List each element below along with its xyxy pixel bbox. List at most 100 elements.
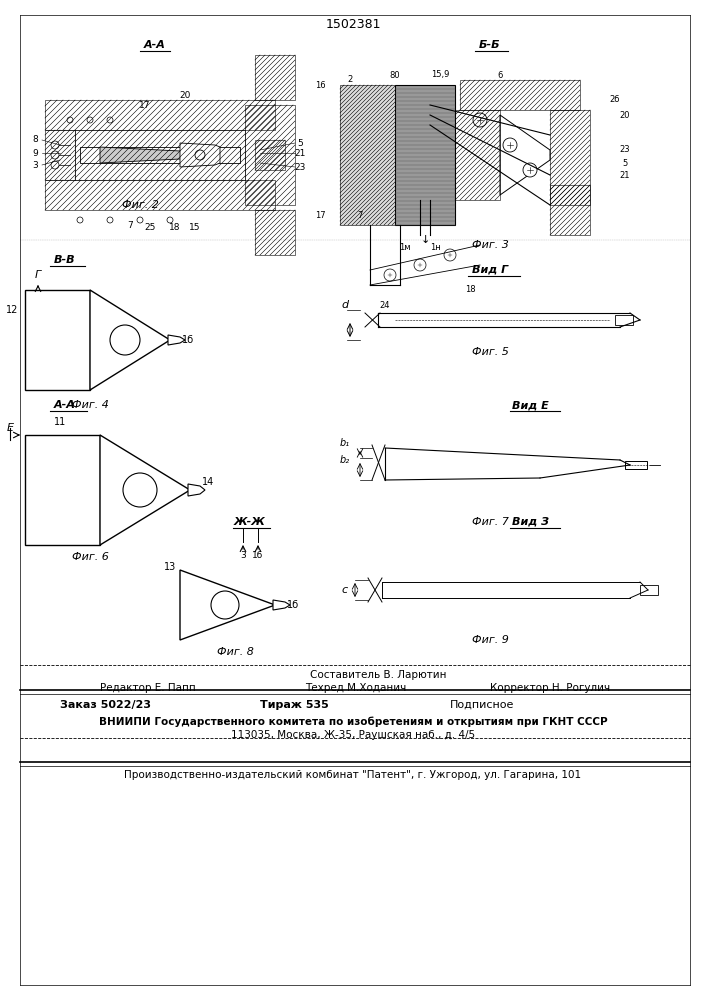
Text: Вид Г: Вид Г <box>472 265 508 275</box>
Text: b₁: b₁ <box>340 438 350 448</box>
Bar <box>255 210 295 255</box>
Bar <box>255 140 285 170</box>
Text: 113035, Москва, Ж-35, Раушская наб., д. 4/5: 113035, Москва, Ж-35, Раушская наб., д. … <box>231 730 475 740</box>
Text: Корректор Н. Рогулич: Корректор Н. Рогулич <box>490 683 610 693</box>
Text: 1н: 1н <box>430 242 440 251</box>
Polygon shape <box>168 335 185 345</box>
Text: 3: 3 <box>32 160 38 169</box>
Bar <box>455 110 500 200</box>
Text: Заказ 5022/23: Заказ 5022/23 <box>60 700 151 710</box>
Text: ВНИИПИ Государственного комитета по изобретениям и открытиям при ГКНТ СССР: ВНИИПИ Государственного комитета по изоб… <box>99 717 607 727</box>
Text: 1м: 1м <box>399 242 411 251</box>
Text: А-А: А-А <box>54 400 76 410</box>
Polygon shape <box>180 570 275 640</box>
Circle shape <box>414 259 426 271</box>
Circle shape <box>123 473 157 507</box>
Text: Техред М.Ходанич: Техред М.Ходанич <box>305 683 407 693</box>
Text: 17: 17 <box>315 211 325 220</box>
Circle shape <box>473 113 487 127</box>
Text: 2: 2 <box>347 76 353 85</box>
Circle shape <box>51 161 59 169</box>
Text: Б-Б: Б-Б <box>479 40 501 50</box>
Circle shape <box>110 325 140 355</box>
Circle shape <box>51 141 59 149</box>
Polygon shape <box>100 147 190 163</box>
Text: 3: 3 <box>240 550 246 560</box>
Text: 5: 5 <box>297 138 303 147</box>
Circle shape <box>523 163 537 177</box>
Text: Фиг. 5: Фиг. 5 <box>472 347 508 357</box>
Text: Г: Г <box>35 270 41 280</box>
Text: 15,9: 15,9 <box>431 70 449 80</box>
Text: В-В: В-В <box>54 255 76 265</box>
Text: Фиг. 2: Фиг. 2 <box>122 200 158 210</box>
Text: 1б: 1б <box>182 335 194 345</box>
Text: 14: 14 <box>202 477 214 487</box>
Text: 20: 20 <box>180 91 191 100</box>
Text: 1б: 1б <box>287 600 299 610</box>
Text: 11: 11 <box>54 417 66 427</box>
Polygon shape <box>188 484 205 496</box>
Text: Фиг. 6: Фиг. 6 <box>71 552 108 562</box>
Text: 7: 7 <box>357 211 363 220</box>
Circle shape <box>503 138 517 152</box>
Text: Подписное: Подписное <box>450 700 515 710</box>
Text: 17: 17 <box>139 101 151 109</box>
Text: 80: 80 <box>390 70 400 80</box>
Text: А-А: А-А <box>144 40 166 50</box>
Text: Вид З: Вид З <box>511 517 549 527</box>
Text: 2б: 2б <box>609 96 620 104</box>
Text: 12: 12 <box>6 305 18 315</box>
Text: 6: 6 <box>497 70 503 80</box>
Text: Составитель В. Ларютин: Составитель В. Ларютин <box>310 670 447 680</box>
Bar <box>45 180 275 210</box>
Bar <box>45 100 275 130</box>
Text: b₂: b₂ <box>340 455 350 465</box>
Circle shape <box>107 217 113 223</box>
Bar <box>340 85 395 225</box>
Text: 21: 21 <box>620 170 630 180</box>
Text: 7: 7 <box>127 221 133 230</box>
Bar <box>395 85 455 225</box>
Bar <box>25 435 100 545</box>
Bar <box>625 461 647 469</box>
Text: 16: 16 <box>315 81 325 90</box>
Text: Вид Е: Вид Е <box>512 400 549 410</box>
Text: Тираж 535: Тираж 535 <box>260 700 329 710</box>
Polygon shape <box>180 143 220 167</box>
Circle shape <box>87 117 93 123</box>
Text: 5: 5 <box>622 158 628 167</box>
Text: 25: 25 <box>144 223 156 232</box>
Text: c: c <box>342 585 348 595</box>
Text: 1502381: 1502381 <box>325 18 381 31</box>
Polygon shape <box>100 435 190 545</box>
Circle shape <box>444 249 456 261</box>
Text: Производственно-издательский комбинат "Патент", г. Ужгород, ул. Гагарина, 101: Производственно-издательский комбинат "П… <box>124 770 582 780</box>
Text: 18: 18 <box>464 286 475 294</box>
Text: 18: 18 <box>169 223 181 232</box>
Polygon shape <box>90 290 170 390</box>
Text: Фиг. 3: Фиг. 3 <box>472 240 508 250</box>
Circle shape <box>107 117 113 123</box>
Circle shape <box>384 269 396 281</box>
Bar <box>615 315 633 325</box>
Bar <box>80 147 240 163</box>
Text: 24: 24 <box>380 300 390 310</box>
Bar <box>460 80 580 110</box>
Text: 21: 21 <box>294 148 305 157</box>
Circle shape <box>67 117 73 123</box>
Text: Фиг. 4: Фиг. 4 <box>71 400 108 410</box>
Circle shape <box>51 151 59 159</box>
Bar <box>550 185 590 235</box>
Bar <box>75 130 245 180</box>
Text: 15: 15 <box>189 223 201 232</box>
Bar <box>45 130 75 180</box>
Text: Фиг. 9: Фиг. 9 <box>472 635 508 645</box>
Circle shape <box>167 217 173 223</box>
Text: 8: 8 <box>32 135 38 144</box>
Circle shape <box>137 217 143 223</box>
Text: 1б: 1б <box>252 550 264 560</box>
Bar <box>245 105 295 205</box>
Text: 23: 23 <box>620 145 631 154</box>
Text: 9: 9 <box>32 148 38 157</box>
